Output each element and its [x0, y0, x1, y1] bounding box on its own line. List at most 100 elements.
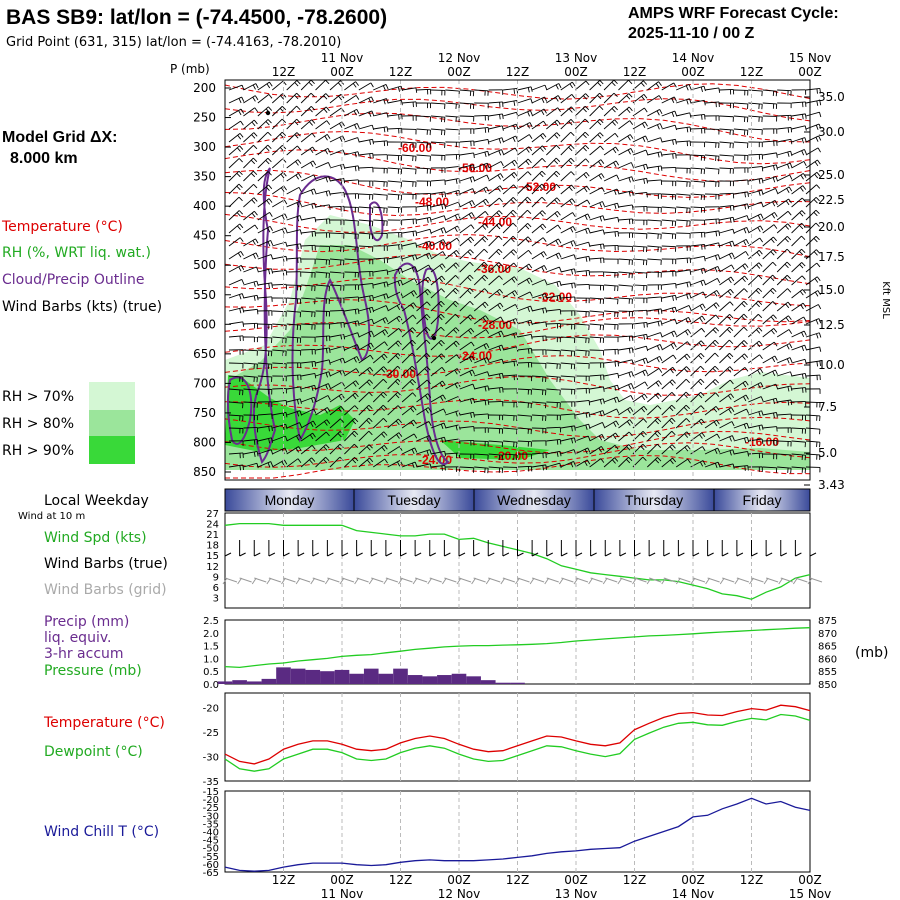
wind-barb [589, 201, 605, 208]
wind-barb [776, 174, 793, 182]
wind-barb-flag [745, 251, 749, 256]
wind-barb-staff [329, 333, 344, 338]
wind-barb-staff [661, 404, 673, 416]
wind-barb-flag [744, 275, 749, 281]
wind-barb-flag [626, 459, 631, 464]
wind-barb [488, 427, 504, 434]
wind-barb-staff [344, 95, 357, 104]
wind-barb-staff [762, 261, 774, 273]
wind-barb-staff [589, 310, 604, 313]
wind-barb [387, 141, 403, 148]
wind-barb-staff [243, 224, 256, 234]
wind-barb-flag [616, 188, 620, 194]
wind-barb [704, 447, 721, 455]
top-hour-label-8: 12Z [740, 65, 764, 79]
wind-barb-flag [236, 212, 241, 217]
wind-barb [791, 427, 807, 434]
wind-barb [733, 340, 748, 351]
wind-barb-flag [654, 432, 659, 438]
wind-barb-flag [282, 145, 287, 150]
wind-barb-staff [618, 271, 633, 274]
wind-barb-flag [269, 212, 273, 217]
wind-barb-flag [510, 211, 515, 217]
wind-barb [315, 232, 331, 238]
wind-barb-flag [382, 378, 388, 384]
pressure-label-250: 250 [193, 111, 216, 125]
wind-barb-flag [314, 373, 317, 379]
wind-barb-flag [355, 368, 360, 373]
wind-barb-flag [325, 444, 330, 449]
wind-barb [546, 119, 561, 130]
wind-barb-flag [239, 308, 242, 314]
wind-barb [517, 388, 532, 395]
wind-barb-staff [676, 206, 691, 209]
wind-barb-staff [719, 115, 734, 118]
wind-barb [416, 339, 431, 351]
wind-barb [315, 190, 331, 197]
wind-barb-flag [513, 262, 518, 268]
wind-barb [676, 167, 691, 174]
wind-barb-flag [456, 250, 460, 255]
wind-barb-flag [498, 150, 502, 156]
wind-barb-staff [358, 166, 373, 169]
top-hour-label-2: 12Z [389, 65, 413, 79]
wind-barb [762, 440, 778, 446]
wind-barb-flag [369, 379, 373, 384]
wind-barb-staff [474, 150, 488, 156]
wind-barb [344, 405, 359, 416]
wind-barb-staff [603, 202, 618, 208]
wind-barb-staff [618, 148, 632, 156]
wind-barb-staff [733, 141, 748, 144]
wind-barb [344, 392, 359, 403]
wind-barb-staff [358, 457, 370, 468]
wind-barb [344, 296, 360, 302]
wind-barb [604, 310, 619, 318]
wind-barb-flag [642, 431, 647, 436]
wind-barb [401, 314, 417, 325]
wind-barb-flag [773, 224, 778, 229]
wind-barb-flag [238, 158, 243, 163]
wind-barb-flag [671, 404, 676, 410]
wind-barb-staff [459, 274, 471, 286]
wind-barb-flag [675, 139, 677, 145]
wind-barb [300, 119, 316, 130]
wind-barb [358, 283, 374, 289]
wind-barb [300, 457, 316, 468]
wind-barb-staff [344, 405, 356, 416]
wind-barb [474, 114, 489, 121]
wind-barb-staff [358, 283, 373, 286]
wind-barb-staff [387, 378, 398, 390]
wind-barb-flag [385, 317, 389, 323]
precip-bar-6 [305, 669, 321, 684]
wind-barb-flag [802, 114, 804, 120]
wind-barb-flag [498, 210, 503, 215]
wind-barb-flag [729, 314, 734, 319]
wind-barb-flag [599, 118, 604, 124]
wind-barb-true-flag [341, 552, 349, 557]
wind-barb [459, 466, 475, 473]
wind-barb [531, 279, 548, 286]
wind-barb-staff [632, 309, 647, 312]
wind-barb [315, 395, 331, 403]
wind-barb-staff [430, 353, 442, 364]
wind-barb-staff [603, 174, 617, 182]
wind-barb-staff [776, 248, 788, 260]
wind-barb [474, 89, 489, 96]
wind-barb-staff [574, 171, 587, 182]
wind-barb-flag [760, 213, 764, 219]
pressure-ylabel-3: 860 [818, 654, 837, 665]
wind-barb-staff [777, 385, 791, 390]
wind-barb-flag [238, 110, 242, 116]
wind-barb-flag [285, 400, 288, 406]
wind-barb-flag [629, 407, 634, 412]
wind-barb [358, 354, 374, 364]
wind-barb-staff [762, 355, 776, 364]
wind-barb-flag [598, 447, 602, 453]
wind-barb-flag [253, 295, 256, 301]
wind-barb-staff [531, 223, 543, 234]
wind-barb-staff [228, 223, 240, 234]
wind-barb-flag [756, 251, 761, 257]
wind-barb [675, 316, 692, 325]
wind-barb-flag [771, 213, 776, 219]
wind-barb-flag [758, 275, 763, 280]
